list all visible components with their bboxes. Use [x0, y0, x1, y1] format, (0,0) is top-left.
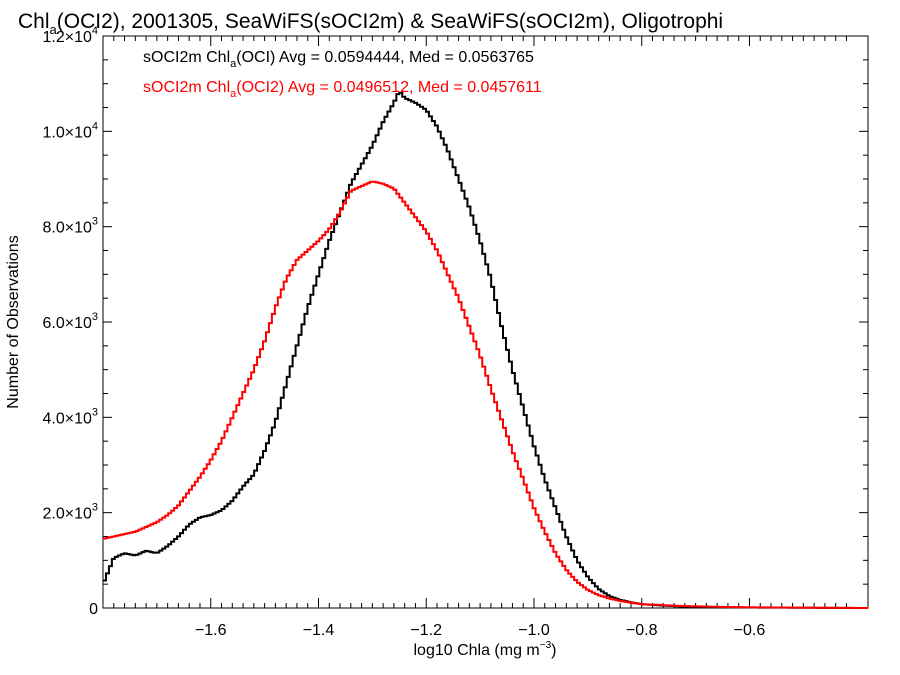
x-tick-label: −1.6 — [195, 622, 227, 639]
y-tick-label: 4.0×103 — [42, 406, 98, 427]
x-axis: −1.6 −1.4 −1.2 −1.0 −0.8 −0.6 — [113, 36, 847, 639]
chart-title-subscript: a — [50, 22, 58, 37]
y-tick-label-exponent: 3 — [92, 216, 98, 228]
y-tick-label-base: 4.0×10 — [42, 410, 91, 427]
y-tick-label: 8.0×103 — [42, 216, 98, 237]
legend-entry-red: sOCI2m Chla(OCI2) Avg = 0.0496512, Med =… — [143, 79, 542, 100]
y-tick-label-base: 2.0×10 — [42, 506, 91, 523]
y-tick-label-base: 1.0×10 — [42, 124, 91, 141]
x-tick-label: −1.0 — [518, 622, 550, 639]
y-tick-label: 6.0×103 — [42, 311, 98, 332]
legend-red-subscript: a — [230, 88, 237, 100]
x-axis-label: log10 Chla (mg m−3) — [413, 640, 556, 659]
y-tick-label: 1.2×104 — [42, 25, 98, 46]
chart-title-part-1: Chl — [18, 10, 50, 33]
y-tick-label-exponent: 3 — [92, 406, 98, 418]
y-tick-label-base: 8.0×10 — [42, 220, 91, 237]
y-tick-label-exponent: 3 — [92, 502, 98, 514]
legend-red-prefix: sOCI2m Chl — [143, 79, 230, 96]
y-axis: 02.0×1034.0×1036.0×1038.0×1031.0×1041.2×… — [42, 25, 868, 618]
x-axis-label-part-2: ) — [551, 642, 556, 659]
legend-red-suffix: (OCI2) Avg = 0.0496512, Med = 0.0457611 — [236, 79, 542, 96]
y-tick-label-base: 0 — [89, 601, 98, 618]
x-axis-label-superscript: −3 — [540, 640, 552, 651]
y-tick-label-base: 6.0×10 — [42, 315, 91, 332]
x-tick-label: −0.8 — [626, 622, 658, 639]
y-tick-label-exponent: 4 — [92, 120, 98, 132]
legend-entry-black: sOCI2m Chla(OCI) Avg = 0.0594444, Med = … — [143, 49, 534, 70]
chart-title: Chla(OCI2), 2001305, SeaWiFS(sOCI2m) & S… — [18, 10, 723, 37]
x-axis-label-part-1: log10 Chla (mg m — [413, 642, 539, 659]
plot-frame — [102, 35, 869, 609]
legend-black-subscript: a — [230, 58, 237, 70]
x-tick-label: −1.2 — [410, 622, 442, 639]
y-tick-label-exponent: 3 — [92, 311, 98, 323]
y-tick-label-exponent: 4 — [92, 25, 98, 37]
y-tick-label: 0 — [89, 601, 98, 618]
x-tick-label: −0.6 — [734, 622, 766, 639]
chart-title-part-2: (OCI2), 2001305, SeaWiFS(sOCI2m) & SeaWi… — [57, 10, 723, 33]
plot-area — [103, 91, 869, 609]
y-tick-label-base: 1.2×10 — [42, 29, 91, 46]
y-tick-label: 2.0×103 — [42, 502, 98, 523]
legend-black-prefix: sOCI2m Chl — [143, 49, 230, 66]
series-line-black — [103, 91, 869, 609]
legend-black-suffix: (OCI) Avg = 0.0594444, Med = 0.0563765 — [236, 49, 534, 66]
series-line-red — [103, 180, 869, 609]
y-axis-label: Number of Observations — [5, 235, 22, 408]
y-tick-label: 1.0×104 — [42, 120, 98, 141]
x-tick-label: −1.4 — [303, 622, 335, 639]
